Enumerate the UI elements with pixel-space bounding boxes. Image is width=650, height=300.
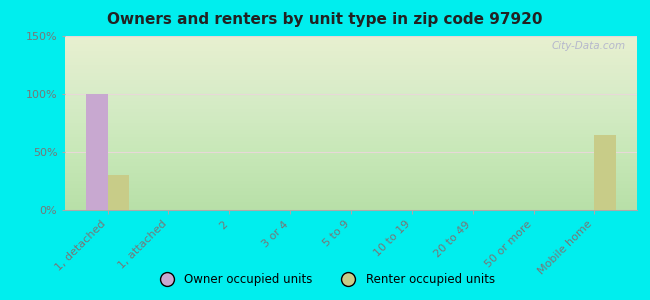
Bar — [86, 94, 108, 210]
Bar — [108, 175, 129, 210]
Legend: Owner occupied units, Renter occupied units: Owner occupied units, Renter occupied un… — [150, 269, 500, 291]
Text: City-Data.com: City-Data.com — [551, 41, 625, 51]
Text: Owners and renters by unit type in zip code 97920: Owners and renters by unit type in zip c… — [107, 12, 543, 27]
Bar — [594, 135, 616, 210]
